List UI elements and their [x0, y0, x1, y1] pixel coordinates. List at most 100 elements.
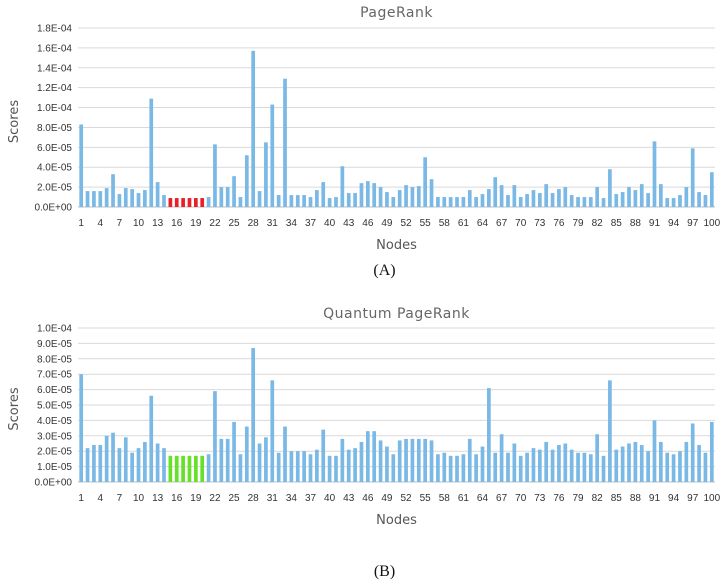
- chart1-xtick-label: 76: [553, 218, 565, 229]
- chart1-bar: [627, 187, 631, 207]
- chart1-xtick-label: 85: [611, 218, 623, 229]
- chart1-bar: [436, 197, 440, 207]
- chart2-bar: [378, 440, 383, 482]
- chart2-bar: [232, 421, 236, 482]
- chart1-bar: [143, 190, 147, 207]
- chart2-xtick-label: 19: [190, 493, 202, 504]
- chart1-bar: [308, 197, 313, 207]
- chart2-bar: [646, 451, 650, 482]
- chart2-bar: [499, 434, 504, 482]
- chart2-bar: [455, 455, 459, 482]
- chart1-bar: [264, 142, 268, 207]
- chart1-bar: [123, 188, 128, 207]
- chart2-bar-highlight: [200, 455, 205, 482]
- chart2-bar: [614, 449, 619, 482]
- chart2-ytick-label: 6.0E-05: [37, 385, 72, 396]
- chart2-xtick-label: 22: [209, 493, 221, 504]
- chart1-xtick-label: 58: [439, 218, 451, 229]
- chart2-bar: [397, 440, 402, 482]
- chart1-bar: [372, 183, 377, 207]
- chart1-bar: [391, 197, 396, 207]
- chart1-bar: [487, 189, 491, 207]
- chart2-bar: [365, 431, 370, 482]
- chart2-bar: [391, 454, 396, 482]
- chart2-xtick-label: 100: [703, 493, 720, 504]
- chart2-xtick-label: 1: [78, 493, 84, 504]
- chart2-bar: [117, 448, 122, 482]
- chart2-bar: [525, 452, 529, 482]
- chart1-xtick-label: 73: [534, 218, 546, 229]
- chart2-bar: [321, 429, 326, 482]
- chart2-bar: [537, 449, 542, 482]
- chart2-bar: [665, 452, 670, 482]
- chart1-bar: [98, 191, 103, 207]
- chart1-panel-label: (A): [373, 262, 395, 279]
- chart1-bar: [646, 193, 650, 207]
- chart2-panel-label: (B): [374, 563, 395, 580]
- chart1-xtick-label: 1: [78, 218, 84, 229]
- chart1-xtick-label: 16: [171, 218, 183, 229]
- chart1-bar: [582, 197, 587, 207]
- chart1-xtick-label: 40: [324, 218, 336, 229]
- chart2-bar: [550, 449, 555, 482]
- chart2-bar: [155, 443, 160, 482]
- chart1-bar: [537, 193, 542, 207]
- chart2-ylabel: Scores: [7, 387, 22, 430]
- chart2-bar: [111, 432, 115, 482]
- chart1-bar: [327, 198, 332, 207]
- chart1-bar: [576, 197, 580, 207]
- chart1-bar: [104, 188, 109, 207]
- chart2-bar: [104, 435, 109, 482]
- chart1-bar: [480, 194, 485, 207]
- chart1-bar: [315, 190, 319, 207]
- chart1-xtick-label: 91: [649, 218, 661, 229]
- chart2-xtick-label: 46: [362, 493, 374, 504]
- chart1-bar: [697, 192, 701, 207]
- chart2-xtick-label: 82: [592, 493, 604, 504]
- chart2-bar: [162, 448, 166, 482]
- chart1-xtick-label: 94: [668, 218, 680, 229]
- chart2-bar: [423, 438, 428, 482]
- chart2-bar: [149, 395, 154, 482]
- chart1-xtick-label: 7: [117, 218, 123, 229]
- chart2-bar: [474, 454, 478, 482]
- chart1-ytick-label: 1.0E-04: [37, 103, 72, 114]
- chart1-bar: [474, 197, 478, 207]
- chart1-xlabel: Nodes: [376, 238, 417, 253]
- chart1-bar: [703, 195, 708, 207]
- chart2-bar: [671, 454, 676, 482]
- chart1-bar: [506, 195, 510, 207]
- chart2-xtick-label: 70: [515, 493, 527, 504]
- chart2-xtick-label: 94: [668, 493, 680, 504]
- chart2-bar: [302, 451, 306, 482]
- chart1-xtick-label: 4: [98, 218, 104, 229]
- chart1-xtick-label: 25: [229, 218, 241, 229]
- chart2-bar: [219, 438, 224, 482]
- chart1-bar: [213, 144, 217, 207]
- chart1-xtick-label: 10: [133, 218, 145, 229]
- chart1-bar: [499, 185, 504, 207]
- chart2-xtick-label: 7: [117, 493, 123, 504]
- chart1-bar: [531, 190, 536, 207]
- chart1-bar: [257, 191, 262, 207]
- chart2-xtick-label: 37: [305, 493, 317, 504]
- chart2-bar: [512, 443, 517, 482]
- chart1-bar: [340, 166, 345, 207]
- chart1-bar: [659, 184, 663, 207]
- chart2-bar: [709, 421, 714, 482]
- chart1-bar: [130, 189, 134, 207]
- chart2-bar: [295, 451, 300, 482]
- chart2-bar: [143, 441, 147, 482]
- chart2-bar-highlight: [181, 455, 185, 482]
- chart1-title: PageRank: [360, 5, 433, 21]
- chart1-bar: [92, 191, 96, 207]
- chart1-bar: [251, 50, 256, 207]
- chart2-bar: [436, 454, 440, 482]
- chart2-bar: [385, 446, 389, 482]
- chart2-xtick-label: 25: [229, 493, 241, 504]
- chart2-bar: [569, 449, 574, 482]
- chart2-bar: [576, 452, 580, 482]
- chart2-bar: [404, 438, 408, 482]
- chart1-bar: [633, 190, 638, 207]
